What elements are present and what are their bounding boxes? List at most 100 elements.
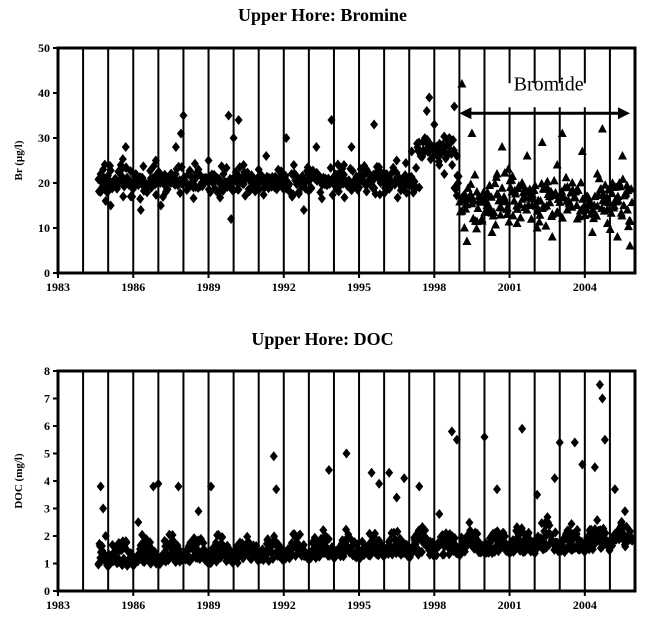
data-point [462, 236, 472, 245]
data-point [415, 481, 424, 492]
data-point [501, 196, 511, 206]
data-point [461, 204, 471, 213]
y-tick-label: 2 [44, 529, 50, 543]
data-point [385, 173, 394, 184]
annotation-arrowhead-left [459, 107, 472, 120]
data-point [435, 509, 444, 519]
data-point [401, 157, 410, 168]
data-point [435, 160, 444, 170]
data-point [617, 516, 626, 527]
data-point [452, 151, 461, 161]
data-point [407, 146, 416, 157]
data-point [551, 527, 560, 538]
bromine-chart: 0 10 20 30 40 50 1983 1986 1989 1992 1995 1998 2001 2… [13, 41, 637, 294]
data-point [507, 187, 517, 196]
data-point [549, 175, 559, 185]
data-point [400, 178, 409, 188]
x-tick-label: 1995 [347, 598, 371, 612]
data-point [117, 170, 126, 181]
data-point [445, 133, 454, 143]
data-point [440, 169, 449, 179]
data-point [562, 182, 572, 191]
y-tick-label: 8 [44, 364, 50, 378]
annotation-label: Bromide [514, 73, 584, 95]
data-point [541, 221, 551, 230]
data-point [576, 177, 586, 187]
data-point [561, 172, 571, 182]
data-point [600, 434, 609, 445]
data-point [472, 187, 482, 196]
data-point [319, 178, 328, 188]
y-axis-label: DOC (mg/l) [13, 453, 25, 509]
data-point [199, 173, 208, 184]
x-tick-label: 1998 [422, 598, 446, 612]
data-point [140, 557, 149, 568]
data-point [601, 528, 610, 539]
data-point [612, 232, 622, 241]
data-point [272, 484, 281, 495]
data-point [96, 187, 105, 197]
data-point [285, 178, 294, 189]
data-point [119, 191, 128, 202]
points-layer [94, 79, 637, 250]
data-point [460, 546, 469, 557]
data-point [552, 160, 562, 169]
x-tick-label: 1992 [272, 598, 296, 612]
data-point [617, 151, 627, 160]
data-point [487, 227, 497, 236]
data-point [151, 155, 160, 166]
data-point [239, 160, 248, 170]
data-point [606, 208, 616, 217]
data-point [504, 216, 514, 226]
annotation-label-bg [486, 83, 603, 108]
data-point [481, 194, 491, 204]
x-tick-label: 1995 [347, 280, 371, 294]
data-point [347, 142, 356, 152]
data-point [254, 164, 263, 175]
data-point [307, 182, 316, 193]
data-point [465, 517, 474, 528]
data-point [462, 540, 471, 551]
data-point [508, 171, 518, 180]
data-point [497, 142, 507, 151]
data-point [454, 171, 463, 182]
data-point [281, 553, 290, 564]
data-point [146, 537, 155, 548]
y-tick-label: 7 [44, 392, 50, 406]
data-point [602, 218, 612, 227]
data-point [277, 169, 286, 179]
data-point [489, 207, 499, 216]
data-point [497, 183, 507, 192]
data-point [417, 547, 426, 558]
data-point [402, 187, 411, 198]
data-point [96, 481, 105, 492]
y-tick-label: 30 [38, 131, 50, 145]
data-point [194, 164, 203, 175]
data-point [299, 539, 308, 550]
y-tick-label: 6 [44, 419, 50, 433]
data-point [490, 178, 500, 188]
data-point [289, 160, 298, 170]
data-point [432, 550, 441, 561]
y-tick-label: 5 [44, 447, 50, 461]
data-point [204, 155, 213, 166]
data-point [342, 448, 351, 459]
data-point [339, 551, 348, 562]
data-point [385, 467, 394, 478]
data-point [179, 110, 188, 121]
data-point [171, 142, 180, 152]
data-point [605, 224, 615, 233]
data-point [598, 393, 607, 404]
data-point [229, 133, 238, 143]
data-point [146, 558, 155, 569]
data-point [470, 170, 480, 179]
data-point [296, 529, 305, 540]
data-point [101, 196, 110, 206]
data-point [512, 204, 522, 213]
data-point [299, 205, 308, 215]
data-point [294, 187, 303, 197]
data-point [259, 189, 268, 200]
data-point [625, 241, 635, 250]
data-point [324, 465, 333, 475]
data-point [567, 518, 576, 529]
